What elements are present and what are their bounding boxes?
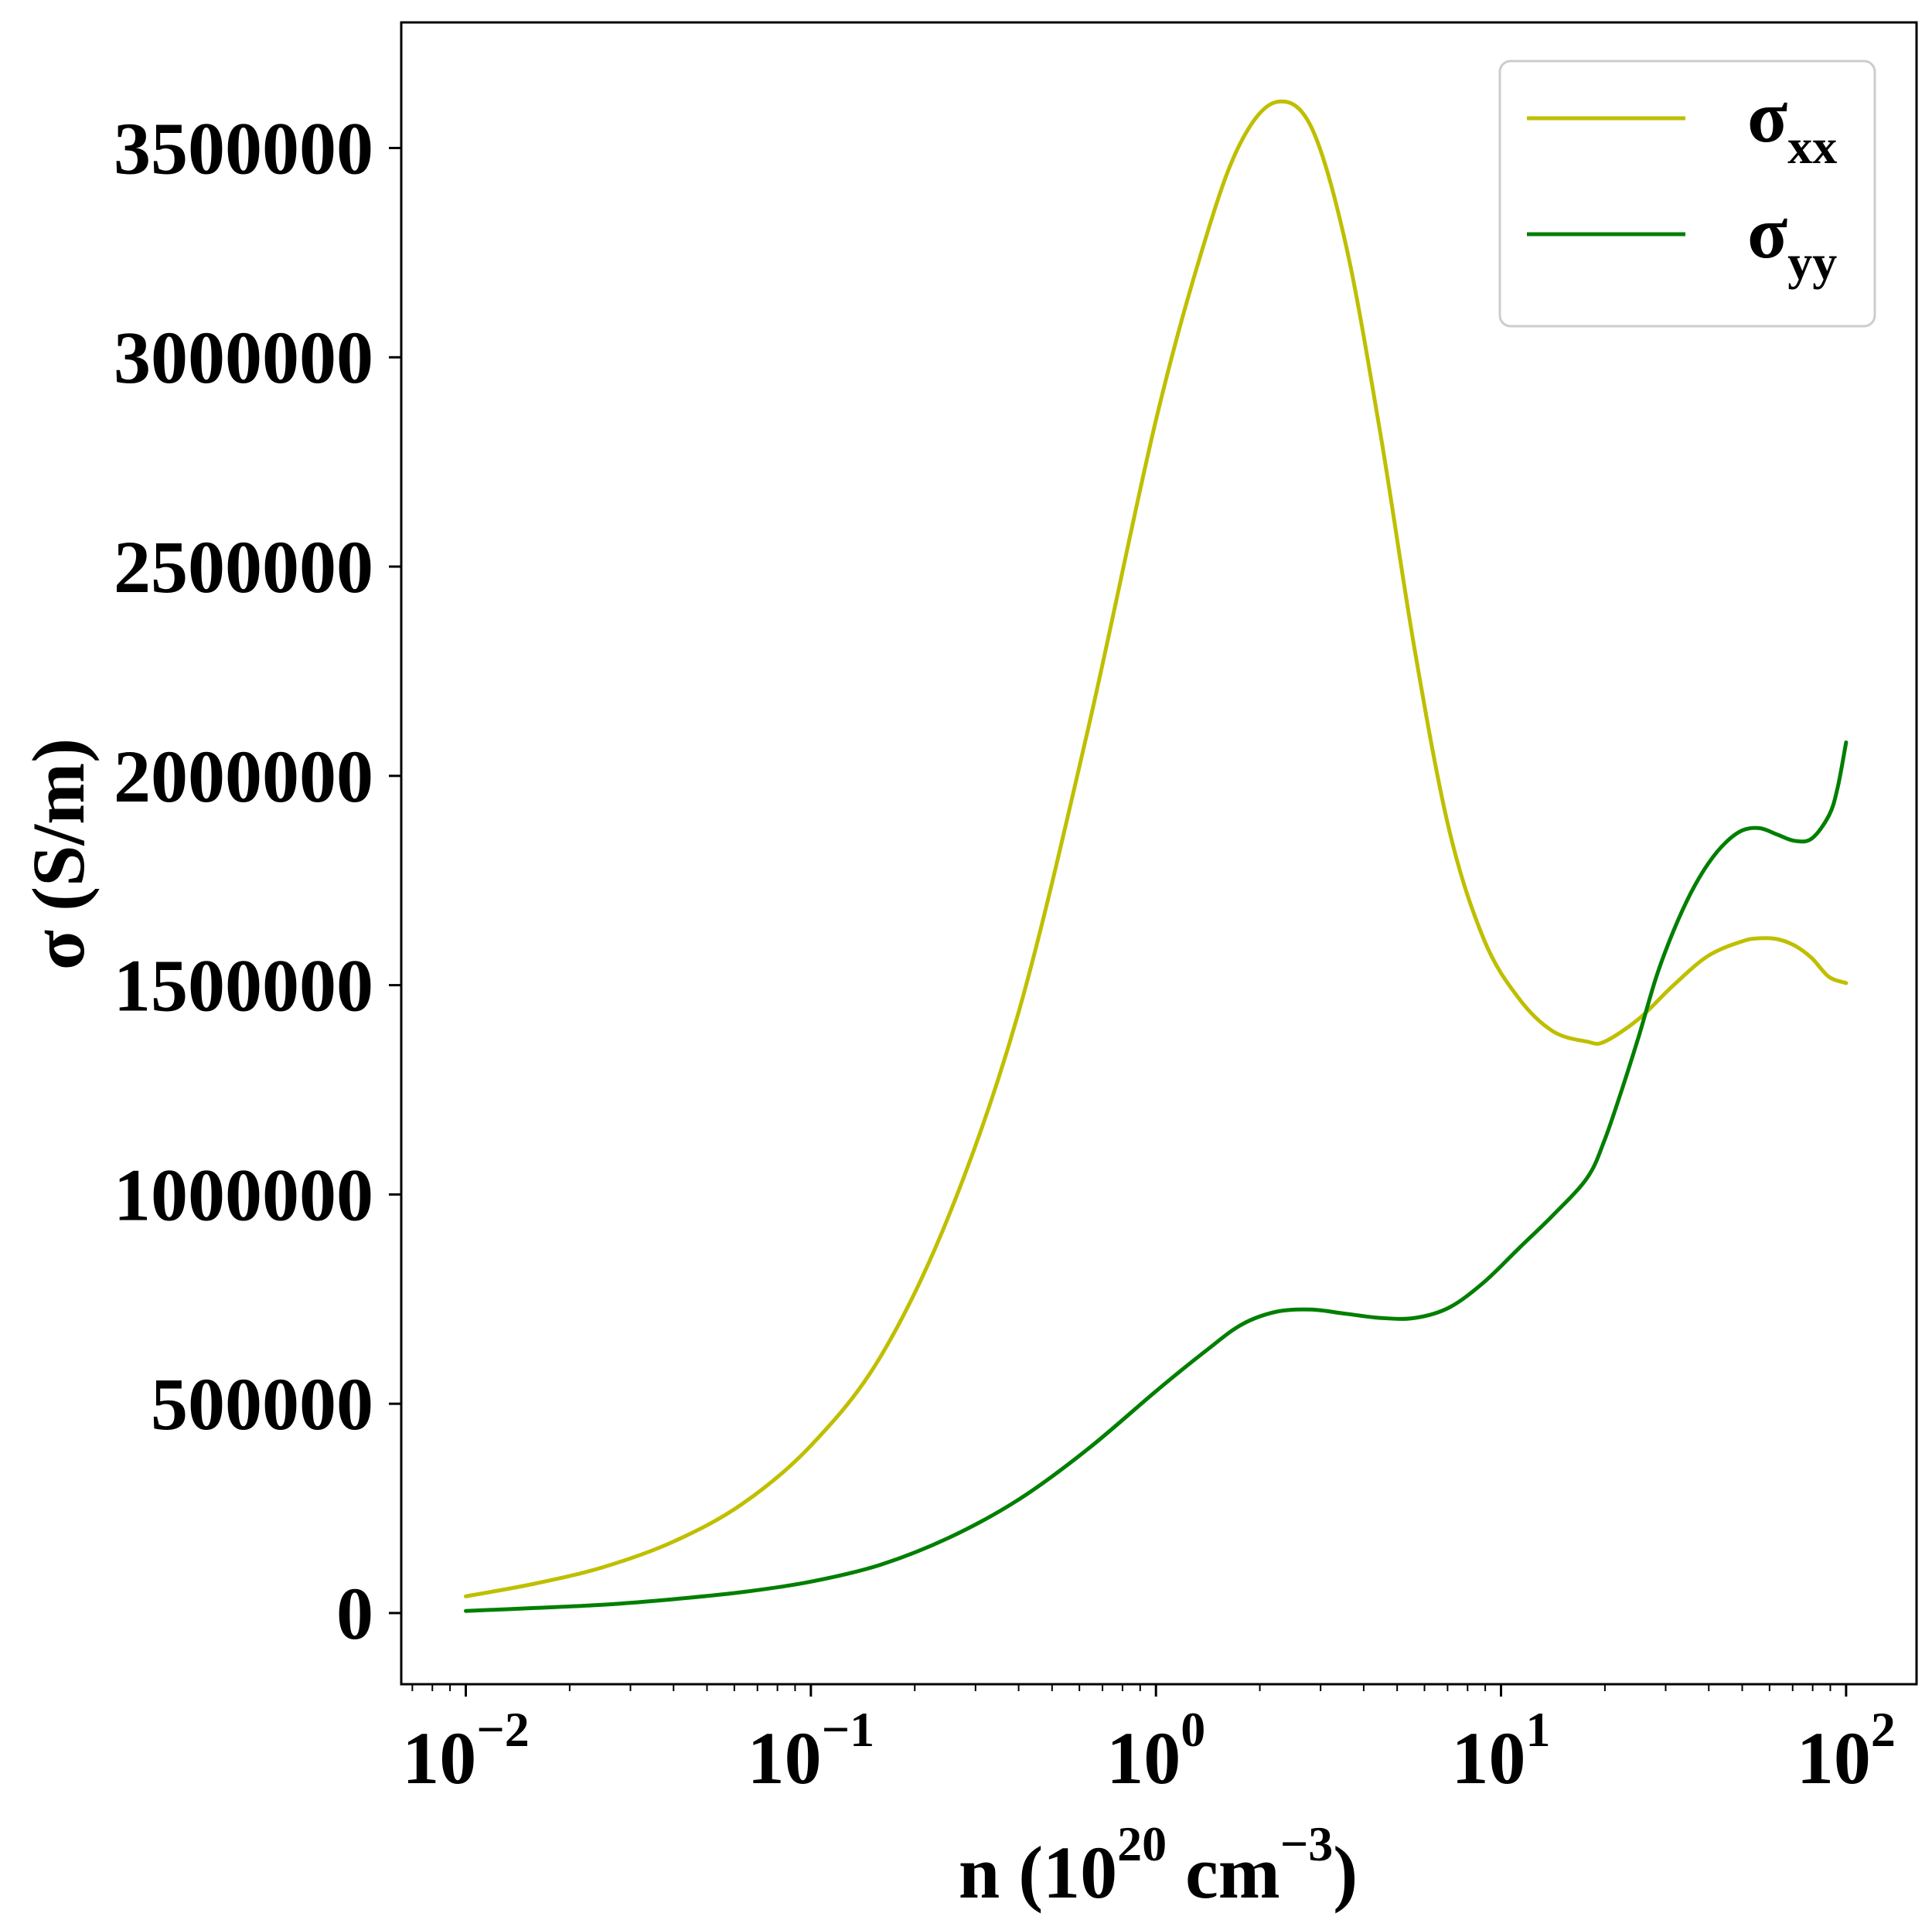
x-tick-label-exponent: 1 <box>1526 1702 1551 1757</box>
x-tick-label-base: 10 <box>1797 1717 1871 1799</box>
x-tick-label-exponent: −2 <box>476 1702 529 1757</box>
y-tick-label: 3000000 <box>114 316 373 399</box>
x-tick-label-exponent: 0 <box>1181 1702 1205 1757</box>
x-axis-label: n (1020 cm−3) <box>959 1816 1358 1914</box>
x-tick-label: 100 <box>1106 1702 1205 1799</box>
x-tick-label-base: 10 <box>402 1717 476 1799</box>
series-line-sigma-xx <box>464 99 1849 1598</box>
series-line-sigma-yy <box>464 740 1849 1613</box>
legend-label-sigma-xx-symbol: σ <box>1747 75 1787 158</box>
y-axis-label: σ (S/m) <box>17 738 100 970</box>
legend: σxx σyy <box>1498 60 1876 328</box>
x-axis-label-base: n (10 <box>959 1831 1117 1914</box>
x-tick-label-exponent: −1 <box>822 1702 874 1757</box>
x-axis-label-exponent-1: 20 <box>1117 1816 1167 1871</box>
legend-label-sigma-xx: σxx <box>1747 75 1837 174</box>
x-tick-label: 10−1 <box>748 1702 874 1799</box>
x-axis-label-exponent-2: −3 <box>1280 1816 1333 1871</box>
x-axis-label-unit: cm <box>1167 1831 1280 1914</box>
y-tick-label: 2500000 <box>114 526 373 608</box>
y-axis-ticks: 0 500000 1000000 1500000 2000000 2500000 30000… <box>114 107 401 1655</box>
y-tick-label: 500000 <box>151 1363 373 1445</box>
series-lines-layer <box>464 99 1849 1613</box>
x-tick-label-base: 10 <box>1106 1717 1181 1799</box>
x-tick-label-exponent: 2 <box>1871 1702 1896 1757</box>
legend-label-sigma-xx-subscript: xx <box>1787 119 1837 174</box>
x-tick-label-base: 10 <box>748 1717 822 1799</box>
plot-area-frame <box>400 21 1918 1686</box>
x-tick-label: 10−2 <box>402 1702 529 1799</box>
x-tick-label: 102 <box>1797 1702 1896 1799</box>
y-tick-label: 1500000 <box>114 945 373 1027</box>
legend-label-sigma-yy-symbol: σ <box>1747 191 1787 274</box>
y-tick-label: 2000000 <box>114 735 373 818</box>
x-axis-label-close: ) <box>1333 1831 1358 1914</box>
y-tick-label: 0 <box>336 1572 373 1655</box>
legend-label-sigma-yy-subscript: yy <box>1787 235 1837 290</box>
legend-label-sigma-yy: σyy <box>1747 191 1837 290</box>
y-tick-label: 1000000 <box>114 1153 373 1236</box>
legend-frame <box>1498 60 1876 328</box>
x-tick-label-base: 10 <box>1452 1717 1526 1799</box>
x-tick-label: 101 <box>1452 1702 1551 1799</box>
y-tick-label: 3500000 <box>114 107 373 189</box>
x-axis-ticks: 10−2 10−1 100 101 102 <box>402 1684 1896 1799</box>
